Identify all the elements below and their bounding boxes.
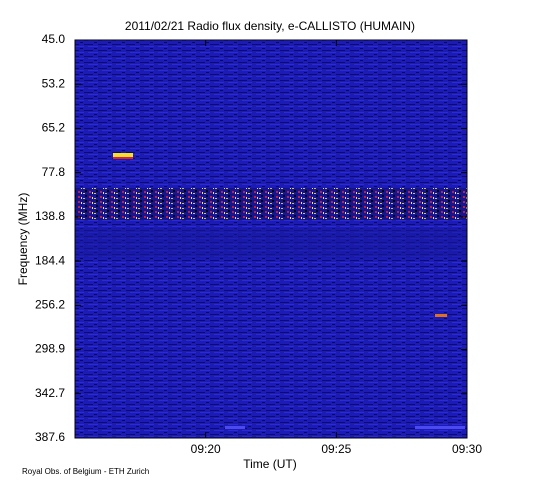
y-tick-label: 184.4 <box>35 253 65 267</box>
chart-title: 2011/02/21 Radio flux density, e-CALLIST… <box>125 19 415 33</box>
y-tick-label: 65.2 <box>42 121 66 135</box>
x-tick-label: 09:20 <box>191 442 221 456</box>
y-tick-label: 45.0 <box>42 32 66 46</box>
plot-frame <box>74 39 468 439</box>
y-tick-label: 342.7 <box>35 386 65 400</box>
y-tick-label: 77.8 <box>42 165 66 179</box>
y-tick-label: 387.6 <box>35 430 65 444</box>
x-axis-label: Time (UT) <box>243 457 297 471</box>
spectrogram-image <box>75 40 467 438</box>
y-tick-label: 138.8 <box>35 209 65 223</box>
x-tick-label: 09:30 <box>452 442 482 456</box>
y-tick-label: 298.9 <box>35 342 65 356</box>
y-tick-label: 53.2 <box>42 76 66 90</box>
y-tick-label: 256.2 <box>35 298 65 312</box>
footer: Royal Obs. of Belgium - ETH Zurich <box>22 467 149 476</box>
x-tick-label: 09:25 <box>321 442 351 456</box>
y-axis-label: Frequency (MHz) <box>16 193 30 286</box>
